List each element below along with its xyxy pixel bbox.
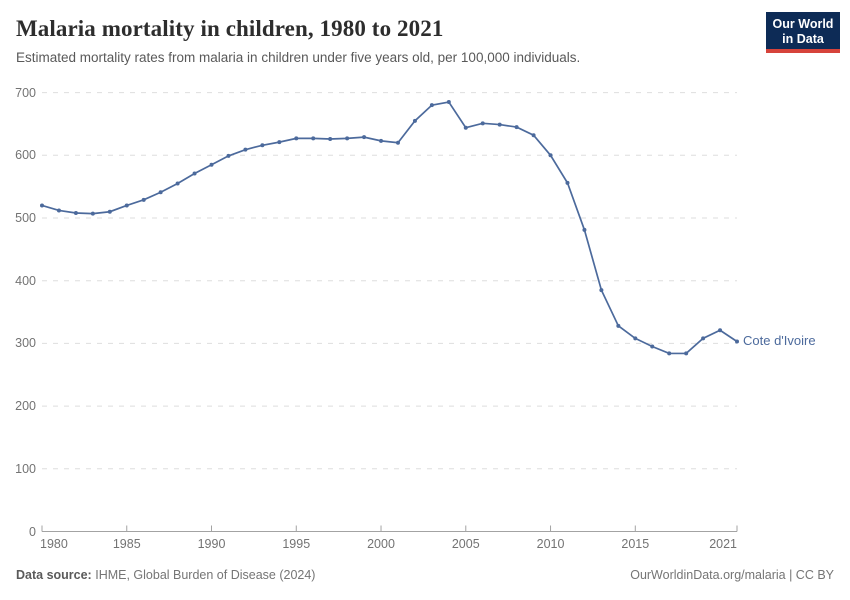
data-point-marker: [192, 171, 197, 176]
data-source-text: IHME, Global Burden of Disease (2024): [95, 568, 316, 582]
x-axis-tick-label: 2000: [367, 537, 395, 551]
y-axis-tick-label: 100: [15, 461, 36, 476]
data-point-marker: [141, 197, 146, 202]
data-point-marker: [124, 203, 129, 208]
credit-link[interactable]: OurWorldinData.org/malaria | CC BY: [630, 568, 834, 582]
owid-logo[interactable]: Our World in Data: [766, 12, 840, 53]
data-point-marker: [412, 118, 417, 123]
page-subtitle: Estimated mortality rates from malaria i…: [16, 50, 581, 65]
data-point-marker: [701, 336, 706, 341]
data-point-marker: [395, 140, 400, 145]
data-point-marker: [531, 133, 536, 138]
data-point-marker: [56, 208, 61, 213]
data-point-marker: [599, 288, 604, 293]
y-axis-tick-label: 600: [15, 148, 36, 163]
page-title: Malaria mortality in children, 1980 to 2…: [16, 16, 444, 41]
data-point-marker: [497, 122, 502, 127]
data-line[interactable]: [41, 101, 738, 355]
y-axis-tick-label: 500: [15, 211, 36, 225]
x-axis-tick-label: 2010: [536, 537, 565, 551]
data-point-marker: [446, 100, 451, 105]
data-source-label: Data source:: [16, 568, 92, 582]
owid-logo-line1: Our World: [772, 17, 834, 31]
data-point-marker: [175, 181, 180, 186]
data-point-marker: [277, 140, 282, 145]
data-point-marker: [718, 328, 723, 333]
data-point-marker: [548, 153, 553, 158]
data-point-marker: [650, 344, 655, 349]
data-point-marker: [379, 138, 384, 143]
data-point-marker: [514, 125, 519, 130]
data-point-marker: [107, 209, 112, 214]
data-point-marker: [328, 136, 333, 141]
owid-logo-line2: in Data: [782, 32, 824, 46]
data-point-marker: [463, 125, 468, 130]
x-axis-tick-label: 1990: [197, 537, 226, 551]
series-label-cote-divoire[interactable]: Cote d'Ivoire: [743, 332, 816, 348]
y-axis-tick-label: 0: [29, 524, 36, 539]
data-point-marker: [294, 136, 299, 141]
x-axis-tick-label: 2021: [709, 537, 737, 551]
data-point-marker: [735, 339, 739, 344]
data-point-marker: [209, 162, 214, 167]
data-point-marker: [311, 136, 316, 141]
data-point-marker: [429, 103, 434, 108]
x-axis-tick-label: 2005: [451, 537, 480, 551]
x-axis-tick-label: 1985: [112, 537, 141, 551]
data-point-marker: [582, 227, 587, 232]
data-point-marker: [684, 351, 689, 356]
x-axis-tick-label: 1995: [282, 537, 311, 551]
data-point-marker: [480, 121, 485, 126]
data-point-marker: [243, 147, 248, 152]
chart-header: Malaria mortality in children, 1980 to 2…: [16, 16, 750, 65]
y-axis-tick-label: 700: [15, 85, 36, 100]
data-point-marker: [565, 180, 570, 185]
y-axis-tick-label: 400: [15, 273, 36, 288]
data-point-marker: [345, 136, 350, 141]
x-axis-tick-label: 1980: [40, 537, 68, 551]
data-point-marker: [73, 210, 78, 215]
data-point-marker: [616, 323, 621, 328]
y-axis-tick-label: 300: [15, 336, 36, 351]
data-point-marker: [40, 203, 44, 208]
data-point-marker: [667, 351, 672, 356]
data-point-marker: [260, 143, 265, 148]
data-point-marker: [90, 211, 95, 216]
x-axis-tick-label: 2015: [621, 537, 650, 551]
data-point-marker: [362, 135, 367, 140]
y-axis-tick-label: 200: [15, 399, 36, 414]
data-source-note: Data source: IHME, Global Burden of Dise…: [16, 568, 315, 582]
data-point-marker: [633, 336, 638, 341]
data-point-marker: [226, 153, 231, 158]
chart-footer: Data source: IHME, Global Burden of Dise…: [16, 568, 834, 582]
data-point-marker: [158, 190, 163, 195]
